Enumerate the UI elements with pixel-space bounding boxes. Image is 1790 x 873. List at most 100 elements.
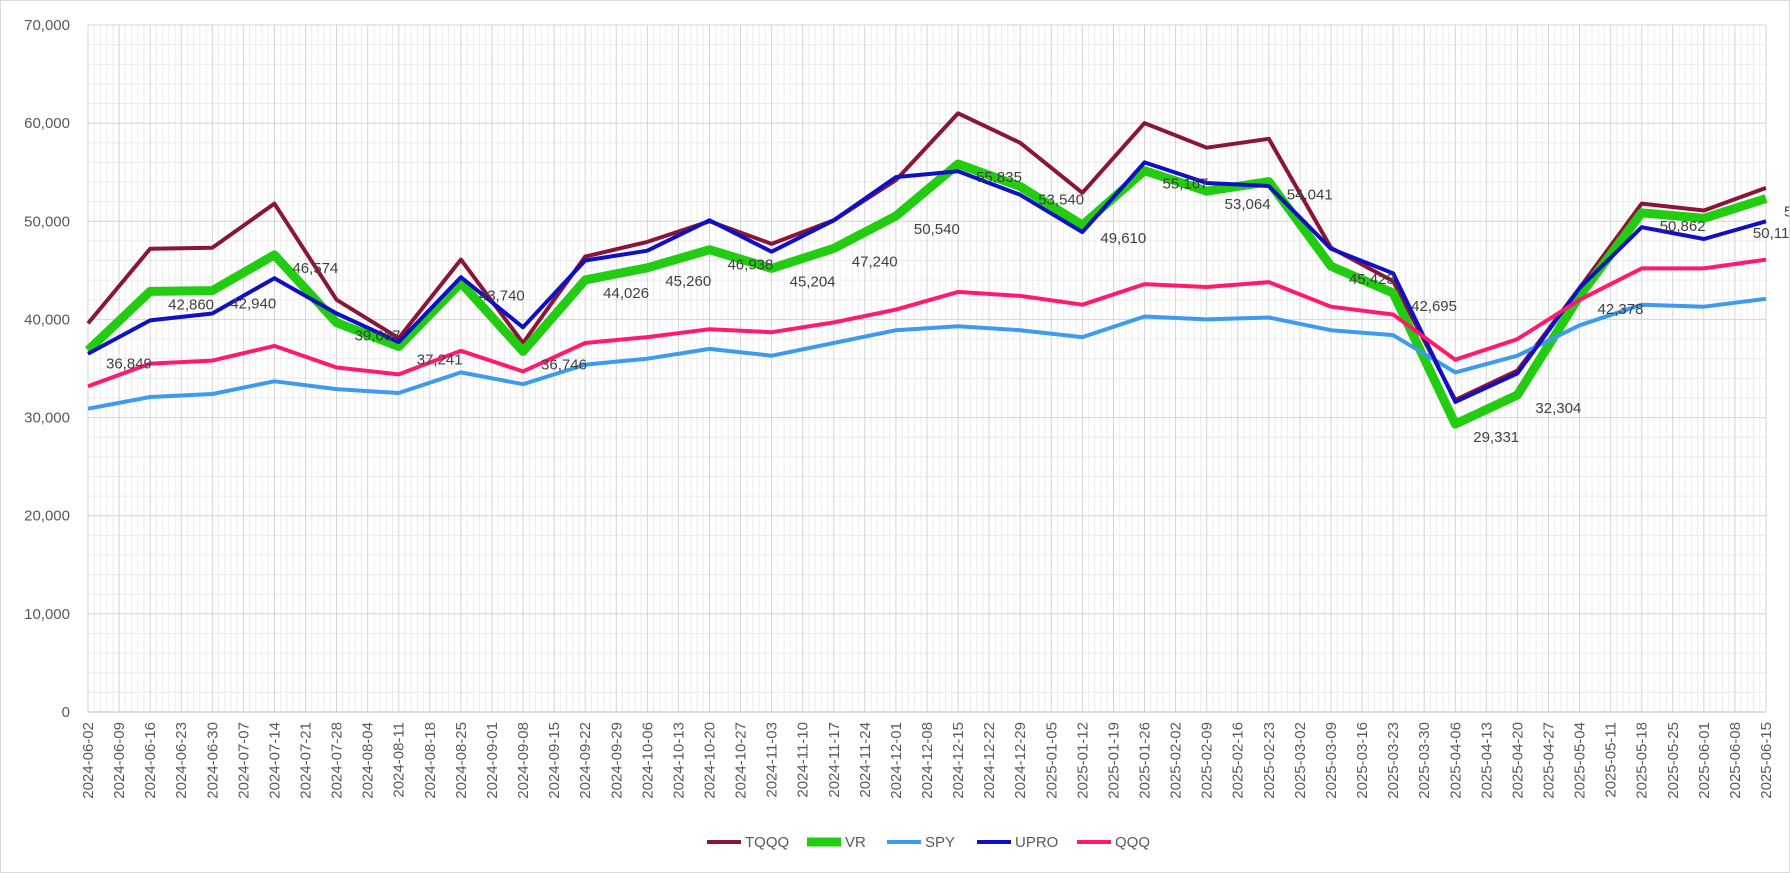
data-label: 45,260	[665, 273, 711, 290]
x-tick-label: 2024-08-11	[391, 722, 408, 798]
x-tick-label: 2025-05-18	[1634, 722, 1651, 799]
x-tick-label: 2024-12-08	[919, 722, 936, 799]
series-line-vr	[84, 159, 1768, 429]
x-tick-label: 2024-09-15	[546, 722, 563, 799]
x-tick-label: 2024-07-14	[266, 722, 283, 799]
data-label: 53,064	[1225, 196, 1271, 213]
data-label: 46,938	[727, 256, 773, 273]
data-label: 42,378	[1598, 301, 1644, 318]
legend-label-qqq: QQQ	[1115, 834, 1150, 851]
x-tick-label: 2024-08-25	[453, 722, 470, 799]
data-label: 50,540	[914, 221, 960, 238]
data-label: 42,860	[168, 296, 214, 313]
x-tick-label: 2024-06-02	[80, 722, 97, 799]
x-tick-label: 2025-02-23	[1261, 722, 1278, 799]
data-label: 50,862	[1660, 218, 1706, 235]
y-tick-label: 30,000	[24, 410, 70, 427]
data-label: 37,241	[417, 352, 463, 369]
y-tick-label: 40,000	[24, 311, 70, 328]
data-label: 55,167	[1163, 176, 1209, 193]
x-tick-label: 2024-12-22	[981, 722, 998, 799]
x-tick-label: 2024-10-13	[670, 722, 687, 799]
data-label: 53,540	[1038, 192, 1084, 209]
x-tick-label: 2024-07-28	[329, 722, 346, 799]
data-label: 46,574	[292, 260, 338, 277]
x-tick-label: 2025-03-02	[1292, 722, 1309, 799]
x-tick-label: 2025-05-11	[1603, 722, 1620, 798]
x-tick-label: 2024-09-29	[608, 722, 625, 799]
y-tick-label: 50,000	[24, 213, 70, 230]
x-tick-label: 2025-03-09	[1323, 722, 1340, 799]
x-tick-label: 2025-03-30	[1416, 722, 1433, 799]
data-label: 43,740	[479, 288, 525, 305]
x-tick-label: 2024-09-08	[515, 722, 532, 799]
x-tick-label: 2024-11-24	[857, 722, 874, 798]
x-tick-label: 2024-06-30	[204, 722, 221, 799]
x-tick-label: 2024-09-22	[577, 722, 594, 799]
series-line-qqq	[87, 257, 1767, 389]
x-tick-label: 2025-02-02	[1168, 722, 1185, 799]
major-gridlines	[87, 24, 1767, 713]
series-line-upro	[87, 160, 1767, 404]
data-label: 36,746	[541, 356, 587, 373]
data-label: 44,026	[603, 285, 649, 302]
x-tick-label: 2025-06-15	[1758, 722, 1775, 799]
x-tick-label: 2025-04-20	[1509, 722, 1526, 799]
x-tick-label: 2025-06-01	[1696, 722, 1713, 799]
x-tick-label: 2024-10-20	[701, 722, 718, 799]
data-label: 45,204	[790, 273, 836, 290]
x-tick-label: 2024-06-09	[111, 722, 128, 799]
legend-label-vr: VR	[845, 834, 866, 851]
x-tick-label: 2024-06-23	[173, 722, 190, 799]
y-tick-label: 70,000	[24, 17, 70, 34]
x-tick-label: 2025-04-13	[1478, 722, 1495, 799]
data-label: 47,240	[852, 253, 898, 270]
x-tick-label: 2024-07-21	[298, 722, 315, 799]
data-label: 50,119	[1753, 225, 1789, 242]
x-tick-label: 2024-12-29	[1012, 722, 1029, 799]
y-tick-label: 20,000	[24, 508, 70, 525]
x-tick-label: 2025-04-27	[1540, 722, 1557, 799]
series-lines	[84, 111, 1768, 429]
y-tick-label: 10,000	[24, 606, 70, 623]
x-tick-label: 2024-12-01	[888, 722, 905, 799]
x-tick-label: 2024-10-27	[733, 722, 750, 799]
x-tick-label: 2025-06-08	[1727, 722, 1744, 799]
data-label: 45,423	[1349, 271, 1395, 288]
y-tick-label: 0	[62, 704, 70, 721]
x-tick-label: 2025-04-06	[1447, 722, 1464, 799]
x-tick-label: 2025-05-25	[1665, 722, 1682, 799]
legend-label-tqqq: TQQQ	[745, 834, 789, 851]
data-label: 52,323	[1784, 203, 1789, 220]
data-label: 36,849	[106, 355, 152, 372]
legend-label-upro: UPRO	[1015, 834, 1058, 851]
data-label: 29,331	[1473, 429, 1519, 446]
data-label: 55,835	[976, 169, 1022, 186]
x-tick-label: 2024-10-06	[639, 722, 656, 799]
legend-label-spy: SPY	[925, 834, 955, 851]
data-label: 49,610	[1100, 230, 1146, 247]
x-tick-label: 2024-08-04	[360, 722, 377, 799]
x-tick-label: 2024-12-15	[950, 722, 967, 799]
data-label: 42,940	[230, 296, 276, 313]
y-axis-tick-labels: 0 10,000 20,000 30,000 40,000 50,000 60,000 70,…	[24, 17, 70, 721]
x-tick-label: 2025-01-26	[1137, 722, 1154, 799]
data-labels: 36,849 42,860 42,940 46,574 39,667 37,241 43,7…	[106, 169, 1789, 446]
x-tick-label: 2025-02-16	[1230, 722, 1247, 799]
y-tick-label: 60,000	[24, 115, 70, 132]
x-tick-label: 2025-01-19	[1105, 722, 1122, 799]
x-tick-label: 2024-07-07	[235, 722, 252, 799]
x-tick-label: 2025-01-12	[1074, 722, 1091, 799]
x-tick-label: 2025-02-09	[1199, 722, 1216, 799]
x-tick-label: 2024-06-16	[142, 722, 159, 799]
x-tick-label: 2024-11-03	[764, 722, 781, 798]
x-tick-label: 2024-11-17	[826, 722, 843, 798]
legend: TQQQ VR SPY UPRO QQQ	[707, 834, 1150, 851]
x-tick-label: 2025-05-04	[1572, 722, 1589, 799]
x-tick-label: 2025-01-05	[1043, 722, 1060, 799]
series-line-spy	[87, 296, 1767, 411]
x-tick-label: 2025-03-16	[1354, 722, 1371, 799]
data-label: 39,667	[355, 328, 401, 345]
